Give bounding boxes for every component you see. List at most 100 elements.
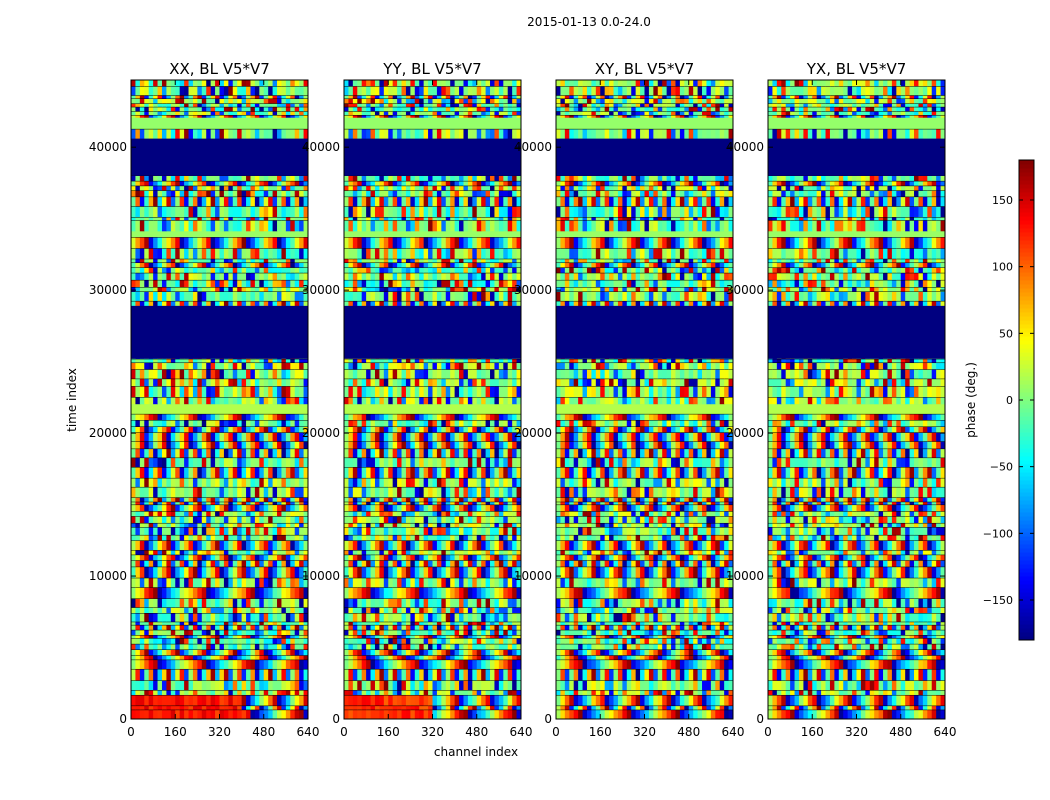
colorbar-segment bbox=[1019, 464, 1034, 469]
x-tick-label: 640 bbox=[297, 725, 320, 739]
colorbar-segment bbox=[1019, 288, 1034, 293]
colorbar-segment bbox=[1019, 436, 1034, 441]
colorbar-segment bbox=[1019, 220, 1034, 225]
panels-group: XX, BL V5*V7 0 160 320 480 640 0 10000 20000 3000… bbox=[89, 60, 957, 739]
colorbar-segment bbox=[1019, 228, 1034, 233]
colorbar-segment bbox=[1019, 252, 1034, 257]
colorbar-segment bbox=[1019, 592, 1034, 597]
colorbar-tick-label: 0 bbox=[1006, 394, 1013, 407]
y-tick-label: 10000 bbox=[514, 569, 552, 583]
colorbar-segment bbox=[1019, 388, 1034, 393]
x-tick-label: 640 bbox=[934, 725, 957, 739]
colorbar-segment bbox=[1019, 416, 1034, 421]
colorbar-segment bbox=[1019, 616, 1034, 621]
colorbar-segment bbox=[1019, 304, 1034, 309]
flagged-band bbox=[768, 305, 945, 359]
colorbar-segment bbox=[1019, 196, 1034, 201]
colorbar-segment bbox=[1019, 356, 1034, 361]
colorbar-segment bbox=[1019, 480, 1034, 485]
flagged-band bbox=[556, 138, 733, 176]
panel-xy: XY, BL V5*V7 0 160 320 480 640 0 10000 20000 3000… bbox=[514, 60, 745, 739]
colorbar-segment bbox=[1019, 456, 1034, 461]
colorbar-segment bbox=[1019, 292, 1034, 297]
flagged-band bbox=[344, 138, 521, 176]
phase-image-xx bbox=[131, 80, 308, 719]
colorbar-segment bbox=[1019, 164, 1034, 169]
colorbar-segment bbox=[1019, 604, 1034, 609]
colorbar-segment bbox=[1019, 624, 1034, 629]
x-tick-label: 640 bbox=[722, 725, 745, 739]
colorbar: 150 100 50 0 −50 −100 −150 phase (deg.) bbox=[964, 159, 1035, 641]
y-tick-label: 20000 bbox=[726, 426, 764, 440]
colorbar-segment bbox=[1019, 308, 1034, 313]
colorbar-segment bbox=[1019, 368, 1034, 373]
colorbar-tick-label: −100 bbox=[983, 527, 1013, 540]
x-tick-label: 640 bbox=[510, 725, 533, 739]
colorbar-segment bbox=[1019, 468, 1034, 473]
x-tick-label: 0 bbox=[764, 725, 772, 739]
colorbar-segment bbox=[1019, 280, 1034, 285]
colorbar-segment bbox=[1019, 448, 1034, 453]
colorbar-segment bbox=[1019, 324, 1034, 329]
x-tick-label: 480 bbox=[677, 725, 700, 739]
colorbar-segment bbox=[1019, 260, 1034, 265]
colorbar-segment bbox=[1019, 376, 1034, 381]
colorbar-segment bbox=[1019, 488, 1034, 493]
colorbar-segment bbox=[1019, 184, 1034, 189]
phase-image-yy bbox=[344, 80, 521, 719]
colorbar-tick-label: 150 bbox=[992, 194, 1013, 207]
flagged-band bbox=[131, 138, 308, 176]
colorbar-segment bbox=[1019, 408, 1034, 413]
colorbar-segment bbox=[1019, 460, 1034, 465]
y-tick-label: 0 bbox=[119, 712, 127, 726]
colorbar-segment bbox=[1019, 192, 1034, 197]
colorbar-segment bbox=[1019, 312, 1034, 317]
colorbar-segment bbox=[1019, 540, 1034, 545]
colorbar-segment bbox=[1019, 484, 1034, 489]
colorbar-segment bbox=[1019, 400, 1034, 405]
x-axis-label: channel index bbox=[434, 745, 518, 759]
colorbar-segment bbox=[1019, 508, 1034, 513]
colorbar-segment bbox=[1019, 232, 1034, 237]
y-tick-label: 30000 bbox=[726, 283, 764, 297]
colorbar-segment bbox=[1019, 584, 1034, 589]
colorbar-segment bbox=[1019, 476, 1034, 481]
colorbar-segment bbox=[1019, 560, 1034, 565]
colorbar-segment bbox=[1019, 568, 1034, 573]
phase-image-yx bbox=[768, 80, 945, 719]
colorbar-segment bbox=[1019, 172, 1034, 177]
colorbar-segment bbox=[1019, 176, 1034, 181]
colorbar-segment bbox=[1019, 344, 1034, 349]
x-tick-label: 160 bbox=[589, 725, 612, 739]
y-tick-label: 30000 bbox=[89, 283, 127, 297]
colorbar-segment bbox=[1019, 420, 1034, 425]
colorbar-segment bbox=[1019, 556, 1034, 561]
colorbar-segment bbox=[1019, 564, 1034, 569]
colorbar-segment bbox=[1019, 532, 1034, 537]
colorbar-segment bbox=[1019, 296, 1034, 301]
colorbar-segment bbox=[1019, 212, 1034, 217]
colorbar-segment bbox=[1019, 264, 1034, 269]
colorbar-segment bbox=[1019, 520, 1034, 525]
flagged-band bbox=[768, 138, 945, 176]
colorbar-label: phase (deg.) bbox=[964, 362, 978, 438]
colorbar-segment bbox=[1019, 316, 1034, 321]
y-tick-label: 20000 bbox=[302, 426, 340, 440]
figure-suptitle: 2015-01-13 0.0-24.0 bbox=[527, 15, 651, 29]
colorbar-segment bbox=[1019, 248, 1034, 253]
colorbar-segment bbox=[1019, 372, 1034, 377]
colorbar-segment bbox=[1019, 528, 1034, 533]
colorbar-segment bbox=[1019, 572, 1034, 577]
colorbar-segment bbox=[1019, 208, 1034, 213]
panel-title: XX, BL V5*V7 bbox=[169, 60, 270, 78]
colorbar-segment bbox=[1019, 600, 1034, 605]
colorbar-segment bbox=[1019, 492, 1034, 497]
x-tick-label: 320 bbox=[421, 725, 444, 739]
y-tick-label: 0 bbox=[544, 712, 552, 726]
colorbar-segment bbox=[1019, 364, 1034, 369]
colorbar-segment bbox=[1019, 348, 1034, 353]
colorbar-segment bbox=[1019, 596, 1034, 601]
x-tick-label: 320 bbox=[845, 725, 868, 739]
colorbar-segment bbox=[1019, 424, 1034, 429]
